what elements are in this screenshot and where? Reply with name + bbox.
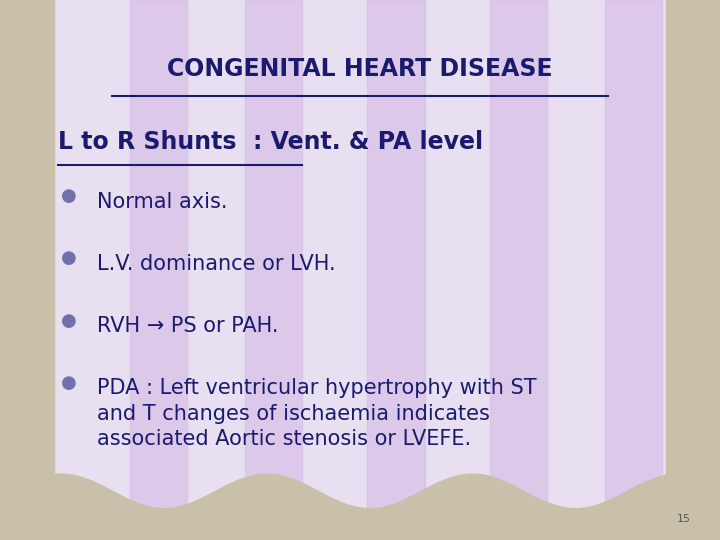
Bar xyxy=(490,0,547,540)
Bar xyxy=(130,0,187,540)
Bar xyxy=(666,0,720,540)
Bar xyxy=(245,0,302,540)
Text: ●: ● xyxy=(60,312,76,329)
Text: Normal axis.: Normal axis. xyxy=(97,192,228,212)
Text: 15: 15 xyxy=(678,514,691,524)
Bar xyxy=(367,0,425,540)
Text: RVH → PS or PAH.: RVH → PS or PAH. xyxy=(97,316,279,336)
Bar xyxy=(605,0,662,540)
Text: L to R Shunts  : Vent. & PA level: L to R Shunts : Vent. & PA level xyxy=(58,130,482,153)
Text: ●: ● xyxy=(60,187,76,205)
Bar xyxy=(0,0,54,540)
Text: ●: ● xyxy=(60,249,76,267)
Text: PDA : Left ventricular hypertrophy with ST
and T changes of ischaemia indicates
: PDA : Left ventricular hypertrophy with … xyxy=(97,378,537,449)
Text: CONGENITAL HEART DISEASE: CONGENITAL HEART DISEASE xyxy=(167,57,553,80)
Bar xyxy=(0,513,720,540)
Text: L.V. dominance or LVH.: L.V. dominance or LVH. xyxy=(97,254,336,274)
Text: ●: ● xyxy=(60,374,76,391)
